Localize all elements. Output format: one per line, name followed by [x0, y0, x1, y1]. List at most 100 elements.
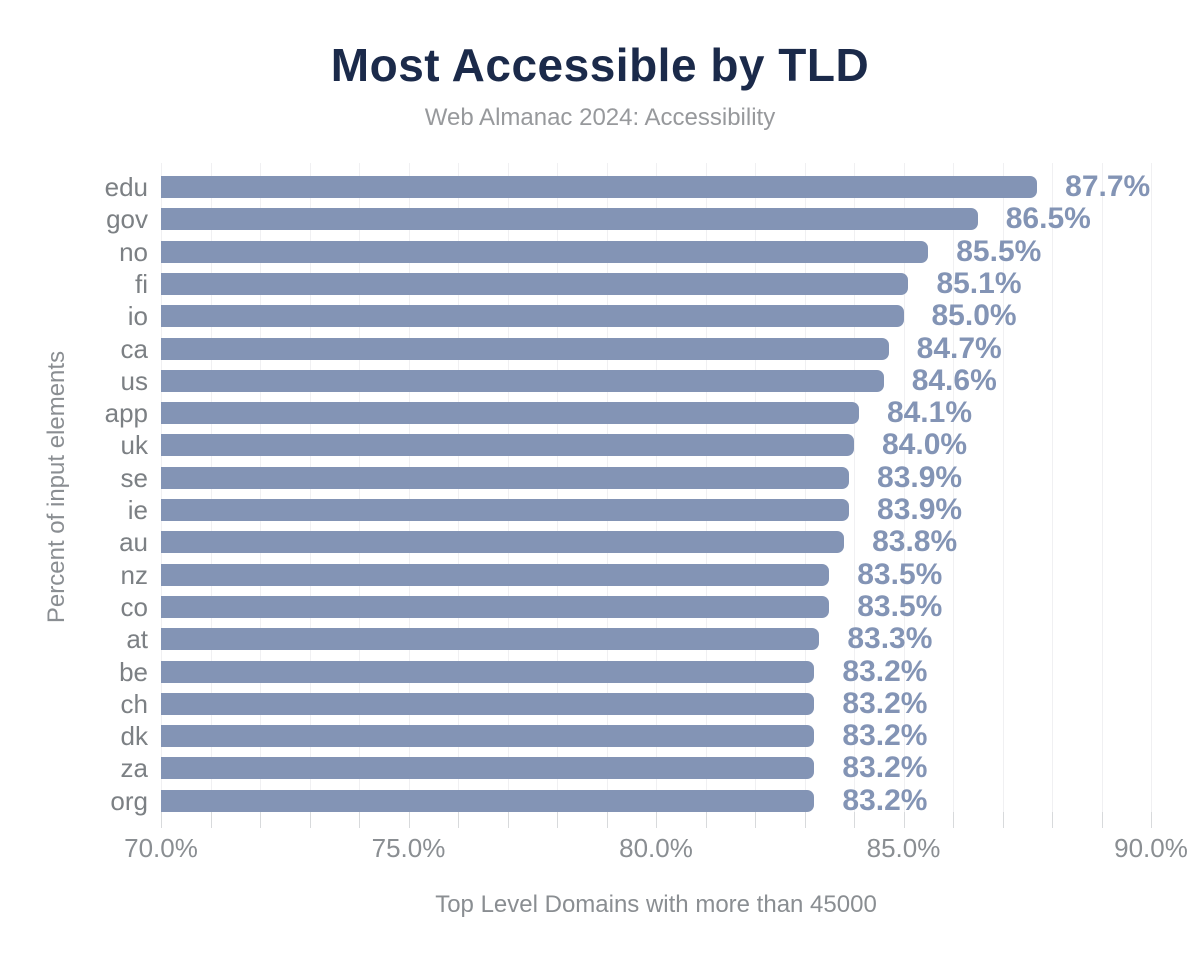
value-label: 84.0%: [882, 428, 968, 462]
x-tick-mark: [458, 812, 459, 828]
category-label: org: [110, 785, 148, 816]
value-label: 83.5%: [857, 589, 943, 623]
x-tick-mark: [804, 812, 806, 828]
bar-row: no 85.5%: [119, 236, 1151, 266]
value-label: 84.7%: [916, 331, 1002, 365]
bar: [161, 240, 929, 263]
category-label: us: [120, 365, 148, 396]
x-tick-mark: [606, 812, 608, 828]
category-label: no: [119, 236, 148, 267]
bar-row: ca 84.7%: [121, 333, 1151, 363]
bar: [161, 499, 850, 521]
bar: [161, 725, 815, 748]
grid-line: [359, 163, 360, 828]
grid-line: [1101, 163, 1103, 828]
x-tick-mark: [1002, 812, 1004, 828]
value-label: 83.2%: [842, 751, 928, 785]
x-tick-mark: [1052, 812, 1053, 828]
category-label: ie: [127, 495, 148, 525]
category-label: uk: [120, 430, 148, 461]
value-label: 83.8%: [872, 525, 958, 559]
bar-row: fi 85.1%: [135, 268, 1151, 298]
grid-line: [458, 163, 459, 828]
bar-row: io 85.0%: [128, 301, 1151, 331]
x-tick-label: 80.0%: [619, 833, 693, 863]
bar: [161, 176, 1038, 198]
grid-line: [755, 163, 756, 828]
category-label: be: [119, 656, 148, 687]
bar: [161, 466, 850, 489]
bar: [161, 402, 859, 425]
grid-line: [1002, 163, 1004, 828]
category-label: dk: [120, 721, 148, 752]
bar-row: gov 86.5%: [106, 204, 1151, 234]
grid-line: [705, 163, 707, 828]
bar: [161, 272, 909, 295]
bar: [161, 660, 815, 683]
bar: [161, 628, 820, 651]
bar: [161, 757, 815, 780]
x-tick-mark: [1151, 812, 1152, 828]
bar-row: app 84.1%: [105, 398, 1151, 428]
x-tick-mark: [507, 812, 509, 828]
x-tick-mark: [854, 812, 855, 828]
bar-row: at 83.3%: [126, 624, 1151, 654]
grid-line: [210, 163, 212, 828]
value-label: 83.2%: [842, 719, 928, 753]
category-label: co: [120, 591, 148, 622]
category-label: au: [119, 527, 148, 558]
category-label: io: [127, 301, 148, 332]
bar-row: be 83.2%: [119, 656, 1151, 686]
x-tick-mark: [557, 812, 558, 828]
bar-row: ch 83.2%: [121, 688, 1151, 718]
value-label: 84.1%: [886, 396, 973, 430]
category-label: fi: [135, 268, 148, 299]
bar-row: dk 83.2%: [121, 721, 1151, 751]
x-tick-mark: [755, 812, 756, 828]
x-tick-mark: [309, 812, 311, 828]
bar-row: org 83.2%: [110, 785, 1151, 815]
x-tick-mark: [656, 812, 657, 828]
value-label: 86.5%: [1005, 202, 1091, 236]
bar: [161, 789, 815, 812]
x-tick-mark: [260, 812, 261, 828]
x-tick-label: 70.0%: [124, 833, 198, 863]
category-label: za: [120, 753, 148, 784]
category-label: nz: [120, 559, 148, 590]
grid-line: [557, 163, 558, 828]
chart-title: Most Accessible by TLD: [330, 39, 870, 91]
grid-line: [161, 163, 162, 828]
bar: [161, 595, 830, 618]
value-label: 83.2%: [842, 654, 928, 688]
bar: [161, 434, 854, 457]
grid-line: [309, 163, 311, 828]
category-label: at: [126, 624, 148, 655]
plot-area: edu 87.7% gov 86.5% no 85.5% fi 85.1% io 85.0% ca 8…: [105, 163, 1188, 861]
bar: [161, 692, 815, 715]
bar-row: us 84.6%: [121, 365, 1151, 395]
bar: [161, 305, 904, 328]
value-label: 85.1%: [936, 266, 1022, 300]
category-label: se: [120, 462, 148, 493]
x-tick-mark: [210, 812, 212, 828]
grid-line: [953, 163, 954, 828]
bar: [161, 208, 978, 231]
bar-row: au 83.8%: [119, 527, 1151, 557]
bar-row: edu 87.7%: [105, 172, 1151, 202]
value-label: 85.5%: [956, 234, 1042, 268]
grid-line: [903, 163, 905, 828]
x-tick-mark: [359, 812, 360, 828]
bar: [161, 563, 830, 586]
grid-line: [1151, 163, 1152, 828]
value-label: 83.2%: [842, 686, 928, 720]
bar-row: ie 83.9%: [128, 495, 1151, 525]
grid-line: [260, 163, 261, 828]
value-label: 83.5%: [857, 557, 943, 591]
x-tick-mark: [903, 812, 905, 828]
value-label: 84.6%: [911, 363, 997, 397]
category-label: ca: [120, 333, 148, 364]
grid-line: [804, 163, 806, 828]
value-label: 87.7%: [1065, 170, 1151, 203]
value-label: 83.2%: [842, 783, 928, 817]
x-tick-label: 85.0%: [866, 833, 941, 863]
